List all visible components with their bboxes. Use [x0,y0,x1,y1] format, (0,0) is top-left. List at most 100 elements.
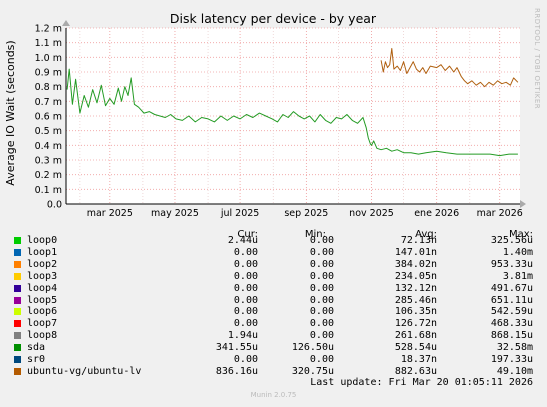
legend-name: sr0 [27,354,46,365]
legend-min: 320.75u [291,365,334,377]
y-axis-label: Average IO Wait (seconds) [4,40,17,185]
legend-name: sda [27,342,46,354]
plot-area [66,28,520,204]
legend-avg: 261.68n [394,330,437,342]
legend-min: 0.00 [309,330,334,342]
legend-name: loop8 [27,330,58,342]
chart-title: Disk latency per device - by year [170,11,377,26]
legend-name: loop5 [27,294,58,306]
series-line-ubuntu-vg-ubuntu-lv [380,48,519,88]
legend-max: 49.10m [496,365,533,377]
legend-min: 0.00 [309,258,334,270]
legend-avg: 132.12n [394,282,437,294]
legend-cur: 341.55u [215,342,258,354]
x-tick-label: jul 2025 [220,208,260,219]
legend-cur: 0.00 [233,246,258,258]
legend-name: loop2 [27,258,58,270]
legend-avg: 285.46n [394,294,437,306]
legend-max: 953.33u [490,258,533,270]
y-tick-label: 0.6 m [35,112,62,123]
legend-min: 0.00 [309,235,334,246]
grid [66,27,520,204]
legend-avg: 882.63u [394,365,437,377]
header-max: Max: [508,229,533,240]
legend-name: loop1 [27,246,58,258]
legend-avg: 18.37n [400,354,437,365]
header-cur: Cur: [237,229,258,240]
legend-cur: 0.00 [233,294,258,306]
legend-swatch [14,320,21,328]
x-ticks: mar 2025 may 2025 jul 2025 sep 2025 nov 2025… [87,208,523,219]
header-avg: Avg: [415,229,437,240]
legend-min: 0.00 [309,306,334,318]
legend-min: 0.00 [309,282,334,294]
legend-min: 0.00 [309,270,334,282]
y-tick-label: 0.0 [47,200,62,211]
legend-cur: 836.16u [215,365,258,377]
legend-max: 651.11u [490,294,533,306]
header-min: Min: [304,229,326,240]
x-tick-label: ene 2026 [414,208,459,219]
y-tick-label: 0.5 m [35,126,62,137]
legend-max: 468.33u [490,318,533,330]
legend-avg: 528.54u [394,342,437,354]
y-tick-label: 1.0 m [35,53,62,64]
legend-name: ubuntu-vg/ubuntu-lv [27,365,142,377]
x-axis-arrow [520,200,526,208]
legend-cur: 0.00 [233,258,258,270]
y-tick-label: 0.2 m [35,170,62,181]
y-tick-label: 0.3 m [35,156,62,167]
legend-avg: 106.35n [394,306,437,318]
legend-swatch [14,272,21,280]
legend-swatch [14,284,21,292]
y-axis-arrow [62,20,70,26]
y-tick-label: 0.4 m [35,141,62,152]
legend-swatch [14,344,21,352]
legend-cur: 0.00 [233,306,258,318]
legend-max: 1.40m [502,246,533,258]
legend-max: 868.15u [490,330,533,342]
legend-max: 325.56u [490,235,533,246]
legend-avg: 234.05n [394,270,437,282]
legend-name: loop7 [27,318,58,330]
series-lines [66,48,519,157]
y-tick-label: 1.2 m [35,24,62,35]
legend-name: loop0 [27,235,58,246]
legend-min: 0.00 [309,294,334,306]
x-tick-label: sep 2025 [284,208,328,219]
footer-version: Munin 2.0.75 [250,391,297,399]
legend-cur: 0.00 [233,282,258,294]
legend-swatch [14,367,21,375]
legend-avg: 147.01n [394,246,437,258]
legend-max: 542.59u [490,306,533,318]
legend-min: 126.50u [291,342,334,354]
legend-max: 3.81m [502,270,533,282]
legend-swatch [14,260,21,268]
legend-swatch [14,237,21,244]
last-update: Last update: Fri Mar 20 01:05:11 2026 [310,377,533,388]
legend-avg: 72.13n [400,235,437,246]
y-tick-label: 0.8 m [35,82,62,93]
legend-max: 197.33u [490,354,533,365]
legend-cur: 0.00 [233,354,258,365]
y-ticks: 0.0 0.1 m 0.2 m 0.3 m 0.4 m 0.5 m 0.6 m 0.7 m 0.… [35,24,62,211]
chart: Disk latency per device - by year Averag… [4,11,526,219]
y-tick-label: 0.1 m [35,185,62,196]
legend-cur: 2.44u [227,235,258,246]
legend-min: 0.00 [309,354,334,365]
legend-name: loop3 [27,270,58,282]
x-tick-label: mar 2026 [477,208,523,219]
x-tick-label: may 2025 [151,208,199,219]
x-tick-label: nov 2025 [349,208,394,219]
legend-cur: 0.00 [233,318,258,330]
legend-avg: 126.72n [394,318,437,330]
legend-cur: 1.94u [227,330,258,342]
legend-swatch [14,248,21,256]
legend-name: loop4 [27,282,58,294]
y-tick-label: 0.7 m [35,97,62,108]
legend-swatch [14,356,21,363]
series-line-sda [66,68,518,157]
rrdtool-credit: RRDTOOL / TOBI OETIKER [533,8,541,110]
legend-swatch [14,308,21,316]
y-tick-label: 1.1 m [35,38,62,49]
